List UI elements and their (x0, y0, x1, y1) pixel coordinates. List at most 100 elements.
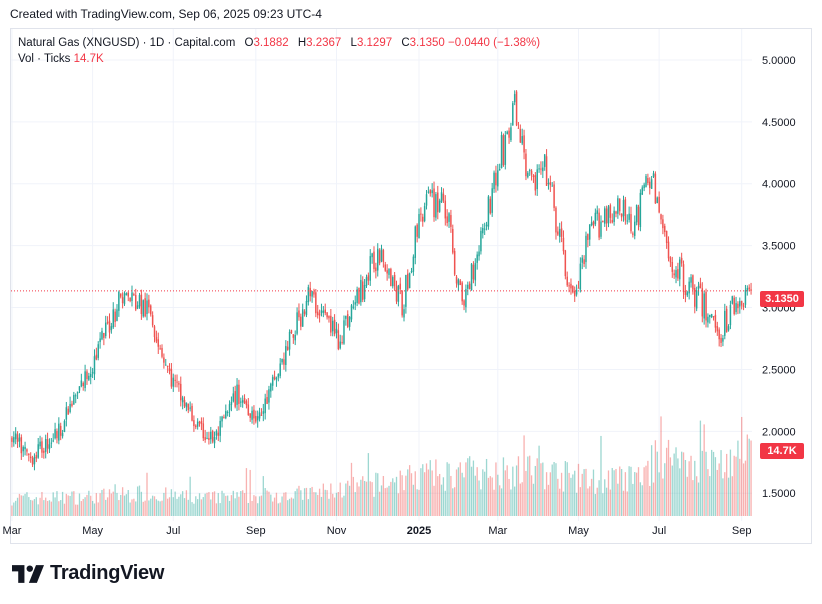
volume-bar (78, 493, 81, 516)
volume-bar (718, 463, 720, 516)
candle-body (328, 315, 330, 319)
candle-body (80, 380, 83, 387)
candle-body (684, 290, 687, 295)
candle-body (437, 192, 439, 213)
candle-body (450, 215, 452, 227)
volume-bar (212, 492, 214, 516)
candle-body (255, 415, 257, 422)
volume-bar (161, 500, 163, 516)
candle-body (632, 233, 634, 235)
volume-bar (262, 476, 264, 516)
volume-bar (645, 465, 647, 516)
chart-area[interactable] (10, 28, 812, 544)
tradingview-brand[interactable]: TradingView (12, 562, 164, 585)
candle-body (82, 382, 84, 386)
volume-bar (697, 482, 700, 516)
candle-body (423, 206, 426, 222)
candle-body (555, 207, 557, 233)
candle-body (232, 393, 235, 402)
candle-body (339, 341, 341, 349)
volume-bar (682, 452, 685, 516)
candle-body (611, 220, 613, 223)
legend-symbol[interactable]: Natural Gas (XNGUSD) · 1D · Capital.com (18, 37, 236, 49)
volume-bar (620, 469, 623, 516)
candle-body (440, 192, 443, 203)
candle-body (474, 263, 477, 281)
volume-bar (416, 489, 418, 516)
volume-bar (712, 451, 715, 516)
volume-bar (680, 451, 683, 516)
volume-bar (469, 456, 471, 516)
volume-bar (538, 445, 540, 516)
candle-body (581, 257, 583, 263)
volume-bar (500, 488, 503, 516)
candle-body (61, 433, 64, 437)
volume-bar (425, 463, 428, 516)
candle-body (735, 303, 737, 313)
legend-open-label: O (244, 37, 254, 49)
candle-body (690, 277, 692, 283)
volume-bar (450, 475, 452, 516)
candle-body (28, 454, 30, 456)
candle-body (538, 168, 540, 170)
candle-body (316, 311, 319, 316)
candle-body (172, 377, 175, 387)
candle-body (504, 135, 507, 165)
candle-body (634, 221, 636, 236)
volume-bar (148, 500, 150, 516)
volume-bar (69, 495, 71, 516)
candle-body (281, 359, 283, 363)
volume-bar (380, 485, 383, 516)
candle-body (718, 329, 720, 340)
candle-body (135, 295, 137, 310)
candle-body (506, 131, 508, 135)
volume-bar (414, 471, 416, 516)
volume-bar (512, 466, 514, 516)
candle-body (180, 383, 182, 401)
candle-body (664, 225, 666, 233)
volume-bar (628, 466, 630, 516)
volume-bar (630, 466, 632, 516)
candle-body (88, 375, 90, 380)
legend-high-label: H (297, 37, 307, 49)
volume-bar (33, 499, 36, 516)
candle-body (637, 206, 640, 225)
candle-body (18, 437, 21, 442)
volume-bar (16, 497, 19, 516)
legend-change: −0.0440 (−1.38%) (448, 37, 541, 49)
volume-bar (311, 486, 313, 516)
volume-bar (249, 469, 251, 516)
candle-body (592, 221, 595, 226)
volume-bar (577, 463, 580, 516)
volume-bar (602, 493, 604, 516)
volume-bar (193, 503, 195, 516)
volume-bar (320, 496, 323, 516)
candle-body (605, 208, 608, 224)
candle-body (131, 292, 133, 301)
candle-body (748, 287, 750, 290)
candle-body (665, 230, 668, 243)
volume-bar (692, 480, 694, 516)
candle-body (241, 400, 244, 403)
volume-bar (328, 498, 330, 516)
legend-volume-label[interactable]: Vol · Ticks (18, 53, 71, 65)
candle-body (453, 250, 456, 275)
candle-body (146, 300, 148, 315)
candle-body (528, 170, 531, 172)
candle-body (624, 199, 627, 221)
volume-bar (76, 504, 79, 516)
candle-body (694, 287, 696, 307)
volume-bar (264, 488, 266, 516)
volume-bar (607, 470, 610, 516)
candle-body (585, 235, 587, 263)
volume-bar (170, 489, 173, 516)
volume-bar (114, 484, 116, 516)
volume-bar (437, 476, 439, 516)
volume-bar (356, 482, 358, 516)
volume-bar (652, 482, 655, 516)
y-axis-tick-label: 3.5000 (762, 241, 796, 253)
candle-body (575, 289, 578, 295)
candle-body (300, 316, 302, 327)
volume-bar (151, 495, 154, 516)
